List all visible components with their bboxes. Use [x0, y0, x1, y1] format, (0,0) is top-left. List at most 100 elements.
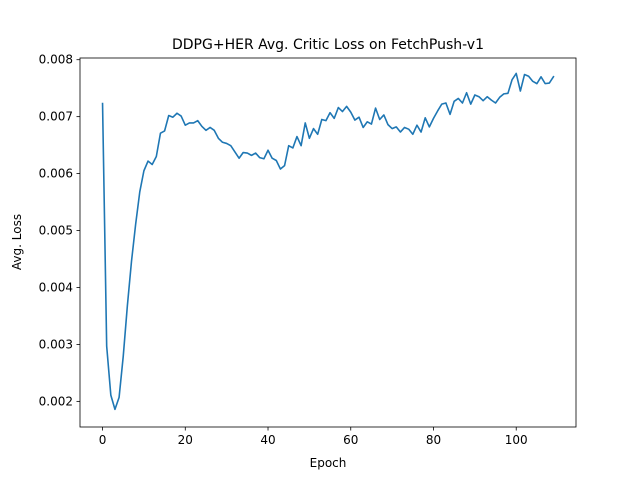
data-point-82 — [441, 103, 443, 105]
data-point-29 — [222, 141, 224, 143]
data-point-20 — [184, 124, 186, 126]
data-point-63 — [362, 127, 364, 129]
data-point-90 — [474, 94, 476, 96]
data-point-27 — [213, 130, 215, 132]
x-tick-label-3: 60 — [343, 433, 358, 447]
data-point-108 — [549, 82, 551, 84]
data-point-30 — [226, 143, 228, 145]
data-point-48 — [300, 145, 302, 147]
data-point-22 — [193, 122, 195, 124]
data-point-73 — [404, 127, 406, 129]
data-point-79 — [429, 126, 431, 128]
data-point-75 — [412, 134, 414, 136]
data-point-70 — [391, 128, 393, 130]
data-point-61 — [354, 119, 356, 121]
data-point-25 — [205, 130, 207, 132]
data-point-41 — [271, 157, 273, 159]
data-point-43 — [280, 168, 282, 170]
data-point-65 — [371, 123, 373, 125]
data-point-35 — [247, 152, 249, 154]
data-point-57 — [338, 107, 340, 109]
data-point-49 — [304, 122, 306, 124]
data-point-32 — [234, 151, 236, 153]
x-tick-label-5: 100 — [505, 433, 528, 447]
data-point-93 — [486, 96, 488, 98]
data-point-109 — [553, 76, 555, 78]
data-point-52 — [317, 134, 319, 136]
data-point-96 — [499, 96, 501, 98]
data-point-39 — [263, 158, 265, 160]
y-axis-title: Avg. Loss — [10, 214, 24, 270]
data-point-24 — [201, 126, 203, 128]
data-point-89 — [470, 103, 472, 105]
x-tick-label-4: 80 — [426, 433, 441, 447]
data-point-5 — [122, 356, 124, 358]
data-point-23 — [197, 120, 199, 122]
data-point-34 — [242, 152, 244, 154]
data-point-106 — [540, 76, 542, 78]
data-point-44 — [284, 165, 286, 167]
data-point-76 — [416, 124, 418, 126]
data-point-60 — [350, 111, 352, 113]
data-point-77 — [420, 131, 422, 133]
x-tick-label-0: 0 — [99, 433, 107, 447]
data-point-69 — [387, 124, 389, 126]
data-point-71 — [395, 126, 397, 128]
data-point-97 — [503, 93, 505, 95]
data-point-80 — [433, 118, 435, 120]
data-point-91 — [478, 96, 480, 98]
data-point-21 — [189, 122, 191, 124]
data-point-26 — [209, 127, 211, 129]
data-point-56 — [333, 118, 335, 120]
data-point-16 — [168, 115, 170, 117]
data-point-47 — [296, 136, 298, 138]
data-point-10 — [143, 170, 145, 172]
series-line-0 — [101, 72, 555, 411]
data-point-13 — [156, 156, 158, 158]
y-tick-label-0: 0.002 — [39, 394, 73, 408]
data-point-1 — [106, 345, 108, 347]
data-point-67 — [379, 119, 381, 121]
data-point-86 — [458, 98, 460, 100]
data-point-12 — [151, 164, 153, 166]
data-point-104 — [532, 81, 534, 83]
data-point-36 — [251, 155, 253, 157]
data-point-53 — [321, 119, 323, 121]
x-tick-label-2: 40 — [260, 433, 275, 447]
data-point-58 — [342, 111, 344, 113]
data-point-7 — [131, 260, 133, 262]
chart-title: DDPG+HER Avg. Critic Loss on FetchPush-v… — [172, 37, 484, 53]
data-point-40 — [267, 149, 269, 151]
data-point-3 — [114, 409, 116, 411]
data-point-54 — [325, 120, 327, 122]
data-point-74 — [408, 128, 410, 130]
data-point-9 — [139, 191, 141, 193]
data-point-15 — [164, 130, 166, 132]
data-point-64 — [367, 121, 369, 123]
data-point-28 — [218, 137, 220, 139]
data-point-38 — [259, 157, 261, 159]
y-tick-label-5: 0.007 — [39, 110, 73, 124]
data-point-31 — [230, 145, 232, 147]
data-point-45 — [288, 145, 290, 147]
data-point-92 — [482, 100, 484, 102]
y-tick-label-1: 0.003 — [39, 337, 73, 351]
data-point-19 — [180, 115, 182, 117]
data-point-85 — [453, 100, 455, 102]
data-point-66 — [375, 107, 377, 109]
data-point-33 — [238, 157, 240, 159]
data-point-8 — [135, 223, 137, 225]
data-point-46 — [292, 147, 294, 149]
data-point-81 — [437, 110, 439, 112]
data-point-72 — [400, 131, 402, 133]
chart-axes: 0 20 40 60 80 100 0.002 0.003 0.004 0.005 0.006 0.0… — [39, 53, 577, 447]
data-point-100 — [515, 73, 517, 75]
data-point-84 — [449, 114, 451, 116]
data-point-105 — [536, 83, 538, 85]
data-point-98 — [507, 93, 509, 95]
data-point-14 — [160, 132, 162, 134]
data-point-6 — [127, 305, 129, 307]
data-point-55 — [329, 112, 331, 114]
data-point-50 — [309, 137, 311, 139]
